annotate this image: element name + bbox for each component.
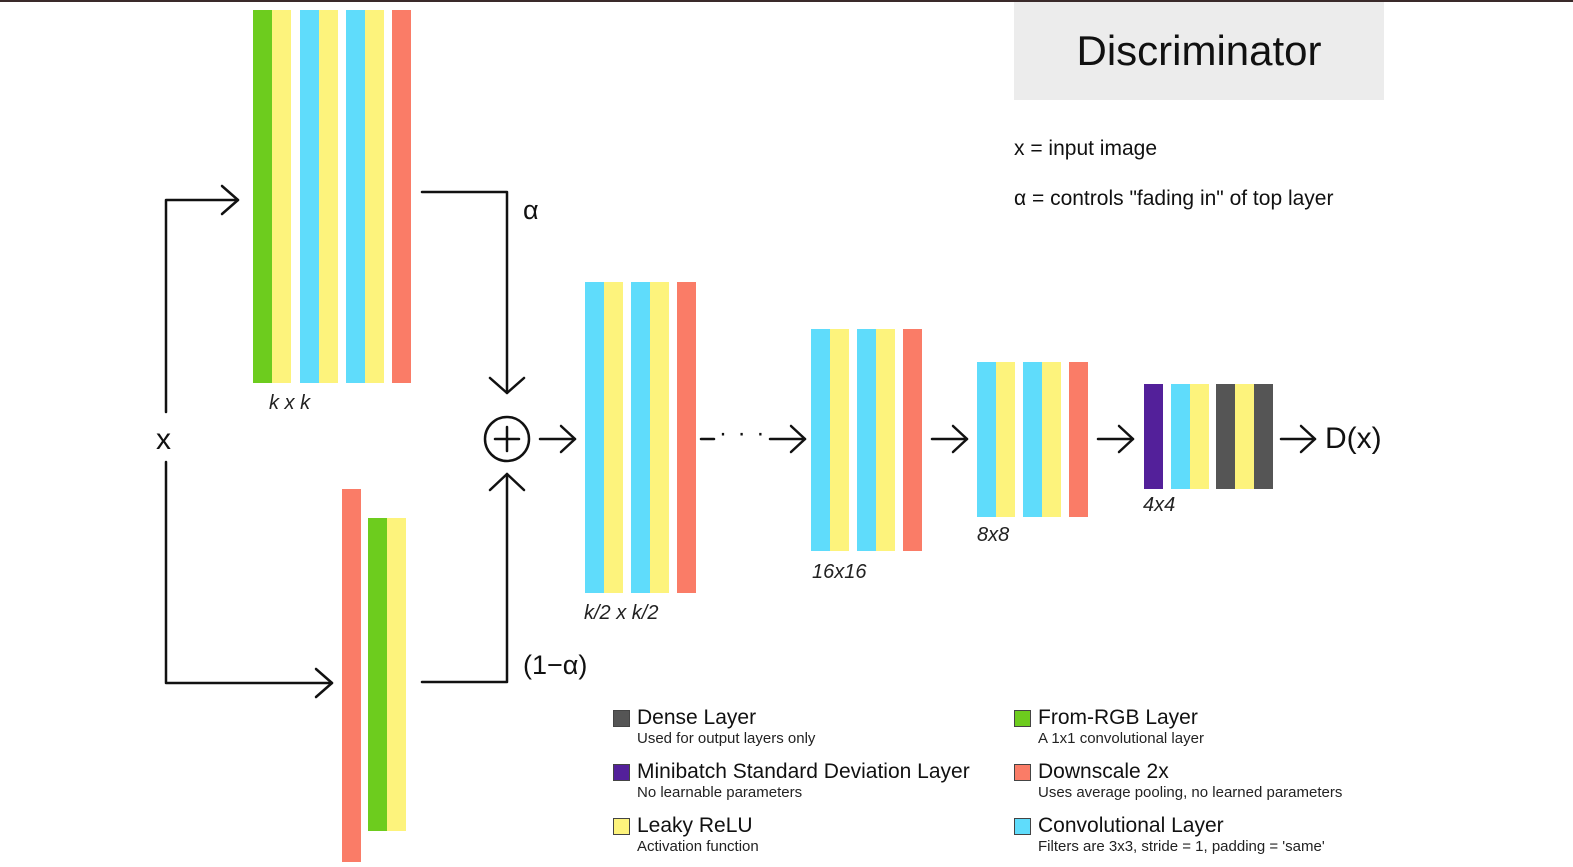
b16-layer-downscale bbox=[903, 329, 922, 551]
one-minus-alpha-symbol: (1−α) bbox=[523, 650, 588, 680]
title-box: Discriminator bbox=[1014, 2, 1384, 100]
legend-desc-downscale: Uses average pooling, no learned paramet… bbox=[1038, 784, 1343, 801]
legend-name-leaky-relu: Leaky ReLU bbox=[637, 814, 753, 837]
label-16x16: 16x16 bbox=[812, 561, 867, 583]
b8-layer-conv bbox=[977, 362, 996, 517]
arrow-bottom-to-plus bbox=[420, 472, 509, 684]
b8-layer-leaky-relu bbox=[1042, 362, 1061, 517]
top-layer-downscale bbox=[392, 10, 411, 383]
b16-layer-conv bbox=[857, 329, 876, 551]
legend-name-from-rgb: From-RGB Layer bbox=[1038, 706, 1198, 729]
arrowhead-bottom-input bbox=[314, 667, 334, 699]
legend-name-minibatch: Minibatch Standard Deviation Layer bbox=[637, 760, 970, 783]
legend-swatch-minibatch bbox=[613, 764, 630, 781]
half-layer-leaky-relu bbox=[604, 282, 623, 593]
b8-layer-conv bbox=[1023, 362, 1042, 517]
b16-layer-leaky-relu bbox=[876, 329, 895, 551]
b4-layer-minibatch bbox=[1144, 384, 1163, 489]
b4-layer-dense bbox=[1216, 384, 1235, 489]
bottom-layer-from-rgb bbox=[368, 518, 387, 831]
output-symbol: D(x) bbox=[1325, 422, 1382, 455]
top-layer-leaky-relu bbox=[319, 10, 338, 383]
arrow-x-to-top bbox=[164, 198, 240, 414]
arrow-top-to-plus bbox=[420, 190, 509, 395]
half-layer-conv bbox=[631, 282, 650, 593]
b4-layer-leaky-relu bbox=[1190, 384, 1209, 489]
bottom-layer-leaky-relu bbox=[387, 518, 406, 831]
legend-swatch-downscale bbox=[1014, 764, 1031, 781]
legend-swatch-dense bbox=[613, 710, 630, 727]
label-k-x-k: k x k bbox=[269, 392, 311, 414]
legend-swatch-from-rgb bbox=[1014, 710, 1031, 727]
legend-swatch-leaky-relu bbox=[613, 818, 630, 835]
legend-name-conv: Convolutional Layer bbox=[1038, 814, 1224, 837]
bottom-layer-downscale bbox=[342, 489, 361, 862]
sum-circle bbox=[483, 415, 531, 463]
top-border bbox=[0, 0, 1573, 2]
legend-name-downscale: Downscale 2x bbox=[1038, 760, 1169, 783]
legend-desc-dense: Used for output layers only bbox=[637, 730, 816, 747]
b16-layer-leaky-relu bbox=[830, 329, 849, 551]
top-layer-leaky-relu bbox=[272, 10, 291, 383]
label-4x4: 4x4 bbox=[1143, 494, 1176, 516]
b8-layer-downscale bbox=[1069, 362, 1088, 517]
label-k2-x-k2: k/2 x k/2 bbox=[584, 602, 659, 624]
top-layer-leaky-relu bbox=[365, 10, 384, 383]
b16-layer-conv bbox=[811, 329, 830, 551]
half-layer-conv bbox=[585, 282, 604, 593]
alpha-symbol: α bbox=[523, 195, 539, 225]
arrowhead-into-plus-top bbox=[488, 376, 526, 395]
diagram-title: Discriminator bbox=[1076, 27, 1322, 74]
b8-layer-leaky-relu bbox=[996, 362, 1015, 517]
legend-desc-from-rgb: A 1x1 convolutional layer bbox=[1038, 730, 1204, 747]
input-symbol: x bbox=[156, 423, 171, 456]
label-8x8: 8x8 bbox=[977, 524, 1010, 546]
b4-layer-leaky-relu bbox=[1235, 384, 1254, 489]
top-layer-conv bbox=[300, 10, 319, 383]
top-layer-conv bbox=[346, 10, 365, 383]
arrowhead-into-plus-bottom bbox=[488, 472, 526, 492]
legend-desc-minibatch: No learnable parameters bbox=[637, 784, 803, 801]
b4-layer-conv bbox=[1171, 384, 1190, 489]
legend-name-dense: Dense Layer bbox=[637, 706, 757, 729]
half-layer-downscale bbox=[677, 282, 696, 593]
top-layer-from-rgb bbox=[253, 10, 272, 383]
note-alpha: α = controls "fading in" of top layer bbox=[1014, 187, 1334, 210]
half-layer-leaky-relu bbox=[650, 282, 669, 593]
b4-layer-dense bbox=[1254, 384, 1273, 489]
arrowhead-top-input bbox=[220, 184, 240, 216]
legend-desc-leaky-relu: Activation function bbox=[637, 838, 759, 855]
arrow-x-to-bottom bbox=[164, 460, 334, 685]
note-input-image: x = input image bbox=[1014, 137, 1158, 160]
legend-swatch-conv bbox=[1014, 818, 1031, 835]
legend-desc-conv: Filters are 3x3, stride = 1, padding = '… bbox=[1038, 838, 1325, 855]
ellipsis-dots: · · · bbox=[719, 420, 767, 447]
